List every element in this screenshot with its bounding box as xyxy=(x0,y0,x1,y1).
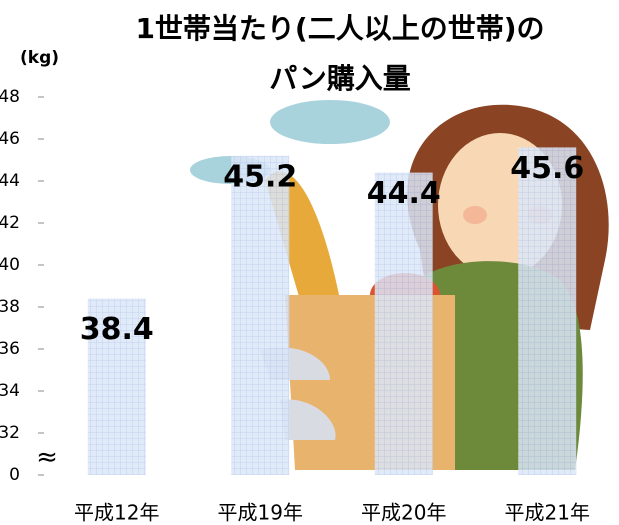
bar xyxy=(87,298,146,475)
y-tick-label: 40 xyxy=(0,255,20,275)
y-tick-label: 34 xyxy=(0,381,20,401)
data-label: 44.4 xyxy=(367,176,441,211)
y-tick-label: 0 xyxy=(9,465,20,485)
data-label: 45.6 xyxy=(510,151,584,186)
y-tick-label: 36 xyxy=(0,339,20,359)
y-tick-label: 46 xyxy=(0,129,20,149)
y-axis-label: (kg) xyxy=(20,48,59,68)
y-tick-label: 38 xyxy=(0,297,20,317)
bar xyxy=(231,155,290,476)
chart-title: 1世帯当たり(二人以上の世帯)の xyxy=(135,12,544,45)
y-tick-label: 42 xyxy=(0,213,20,233)
data-label: 45.2 xyxy=(223,159,297,194)
y-tick-label: 32 xyxy=(0,423,20,443)
axis-break: ≈ xyxy=(36,443,58,473)
bar xyxy=(518,147,577,475)
x-tick-label: 平成21年 xyxy=(505,501,590,525)
data-label: 38.4 xyxy=(80,312,154,347)
x-tick-label: 平成19年 xyxy=(218,501,303,525)
chart-title: パン購入量 xyxy=(269,62,410,95)
y-tick-label: 44 xyxy=(0,171,20,191)
x-tick-label: 平成12年 xyxy=(74,501,159,525)
y-tick-label: 48 xyxy=(0,87,20,107)
x-tick-label: 平成20年 xyxy=(361,501,446,525)
bar xyxy=(374,172,433,475)
